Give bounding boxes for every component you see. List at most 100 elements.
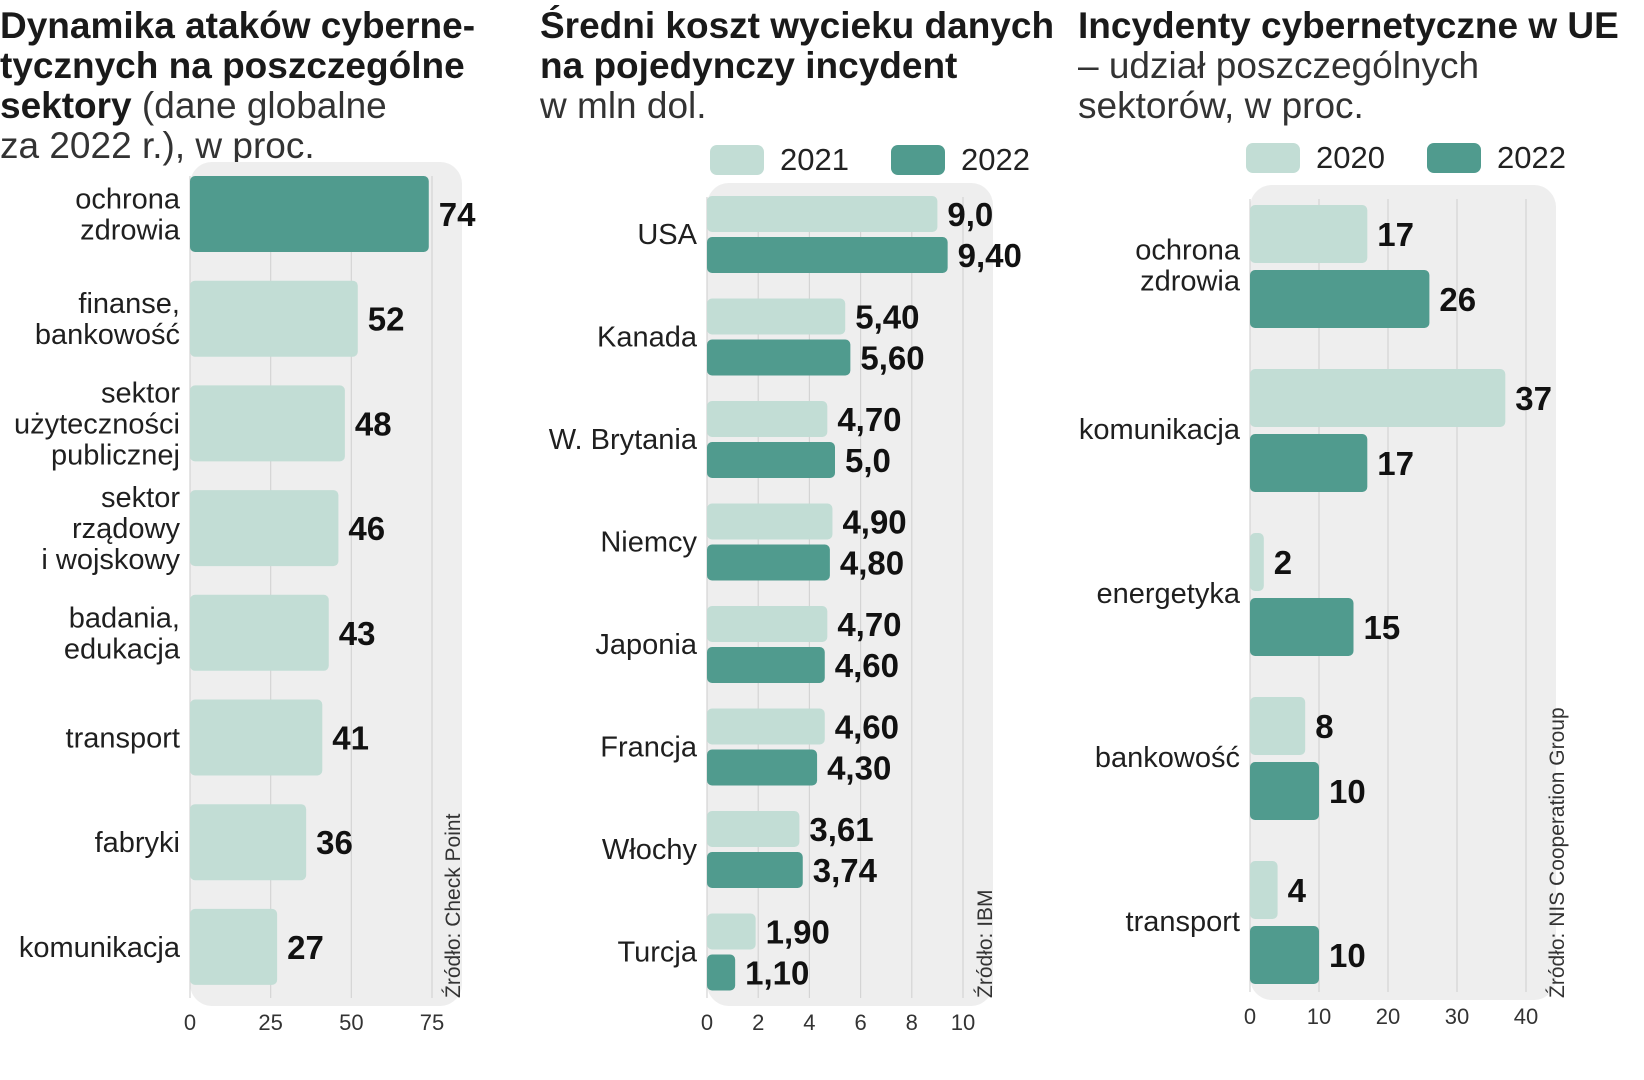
legend-label: 2021 [780, 142, 849, 177]
chart2-tick-label: 4 [803, 1010, 815, 1035]
category-label: bankowość [1095, 742, 1240, 774]
category-label: Niemcy [600, 527, 697, 559]
data-label: 5,0 [845, 442, 891, 479]
category-label: Turcja [618, 937, 698, 969]
category-label-line: finanse, [78, 288, 180, 320]
bar-2022 [1250, 762, 1319, 820]
data-label: 4,60 [835, 647, 899, 684]
chart3-tick-label: 0 [1244, 1004, 1256, 1029]
category-label-line: Włochy [602, 834, 698, 866]
category-label: komunikacja [1079, 414, 1241, 446]
chart3-title-line: Incydenty cybernetyczne w UE [1078, 5, 1619, 46]
bar-2021 [707, 401, 828, 437]
bar-2020 [1250, 533, 1264, 591]
data-label: 4,70 [837, 606, 901, 643]
bar [190, 280, 358, 357]
category-label-line: ochrona [75, 184, 181, 216]
chart2-tick-label: 6 [854, 1010, 866, 1035]
data-label: 41 [332, 720, 369, 757]
category-label: fabryki [95, 827, 180, 859]
legend-swatch-light [1246, 143, 1300, 173]
bar [190, 490, 339, 567]
category-label-line: energetyka [1097, 578, 1241, 610]
data-label: 8 [1315, 708, 1333, 745]
category-label-line: rządowy [72, 513, 180, 545]
category-label-line: użyteczności [14, 408, 180, 440]
legend-item-2022: 2022 [1426, 140, 1566, 176]
chart3-tick-label: 20 [1376, 1004, 1400, 1029]
legend-label: 2020 [1316, 140, 1385, 175]
chart-panel-sectors-attacks: Dynamika ataków cyberne- tycznych na pos… [0, 0, 520, 1080]
category-label: USA [637, 219, 697, 251]
category-label-line: bankowość [35, 319, 180, 351]
data-label: 4,60 [835, 709, 899, 746]
data-label: 46 [348, 510, 385, 547]
data-label: 5,40 [855, 299, 919, 336]
legend-label: 2022 [960, 142, 1030, 177]
category-label-line: USA [637, 219, 697, 251]
category-label-line: bankowość [1095, 742, 1240, 774]
data-label: 1,10 [745, 955, 809, 992]
bar-2022 [1250, 270, 1430, 328]
data-label: 4,90 [842, 504, 906, 541]
data-label: 43 [339, 615, 376, 652]
category-label: finanse, bankowość [35, 288, 180, 351]
data-label: 26 [1439, 281, 1476, 318]
category-label: badania, edukacja [64, 602, 181, 665]
chart1-plot-background [190, 162, 462, 1006]
bar-2021 [707, 503, 833, 540]
bar-2022 [707, 442, 835, 478]
category-label-line: i wojskowy [41, 544, 180, 576]
chart1-tick-label: 50 [339, 1010, 363, 1035]
chart3-tick-label: 30 [1445, 1004, 1469, 1029]
category-label-line: publicznej [51, 439, 180, 471]
category-label-line: sektor [101, 377, 180, 409]
data-label: 4 [1288, 872, 1307, 909]
chart1-subtitle-line: za 2022 r.), w proc. [0, 125, 315, 166]
category-label: Francja [600, 732, 698, 764]
chart2-title: Średni koszt wycieku danych na pojedyncz… [540, 6, 1054, 126]
bar-2021 [707, 298, 846, 335]
chart1-title-line: tycznych na poszczególne [0, 45, 465, 86]
bar-2020 [1250, 861, 1278, 919]
category-label-line: transport [1126, 906, 1240, 938]
chart1-title-line: Dynamika ataków cyberne- [0, 5, 476, 46]
category-label: transport [1126, 906, 1240, 938]
category-label: Kanada [597, 322, 698, 354]
category-label-line: transport [66, 723, 180, 755]
category-label-line: W. Brytania [549, 424, 698, 456]
legend-item-2020: 2020 [1246, 140, 1385, 176]
bar [190, 908, 278, 985]
bar [190, 594, 329, 671]
legend-label: 2022 [1496, 140, 1566, 175]
category-label: ochrona zdrowia [75, 184, 181, 247]
data-label: 9,40 [958, 237, 1022, 274]
data-label: 27 [287, 929, 324, 966]
data-label: 37 [1515, 380, 1552, 417]
chart2-legend: 2021 2022 [710, 142, 1072, 178]
data-label: 52 [368, 301, 405, 338]
data-label: 10 [1329, 773, 1366, 810]
data-label: 10 [1329, 937, 1366, 974]
category-label: energetyka [1097, 578, 1241, 610]
category-label: transport [66, 723, 180, 755]
chart3-tick-label: 10 [1307, 1004, 1331, 1029]
bar-2021 [707, 708, 825, 745]
category-label: W. Brytania [549, 424, 698, 456]
chart1-subtitle-line: (dane globalne [131, 85, 387, 126]
bar [190, 385, 345, 462]
chart2-tick-label: 0 [701, 1010, 713, 1035]
chart2-tick-label: 8 [906, 1010, 918, 1035]
data-label: 36 [316, 824, 353, 861]
chart1-tick-label: 0 [184, 1010, 196, 1035]
category-label-line: ochrona [1135, 235, 1241, 267]
bar-2021 [707, 606, 828, 642]
category-label-line: edukacja [64, 633, 181, 665]
data-label: 17 [1377, 216, 1414, 253]
category-label: ochrona zdrowia [1135, 235, 1241, 298]
category-label-line: Kanada [597, 322, 698, 354]
bar-2022 [707, 544, 830, 581]
chart2-svg: 0 2 4 6 8 10 9,0 9,40 USA 5,40 5,60 Kanada 4,70 5,0 W.… [549, 183, 1022, 1035]
data-label: 3,61 [809, 811, 873, 848]
bar-2022 [707, 749, 818, 786]
